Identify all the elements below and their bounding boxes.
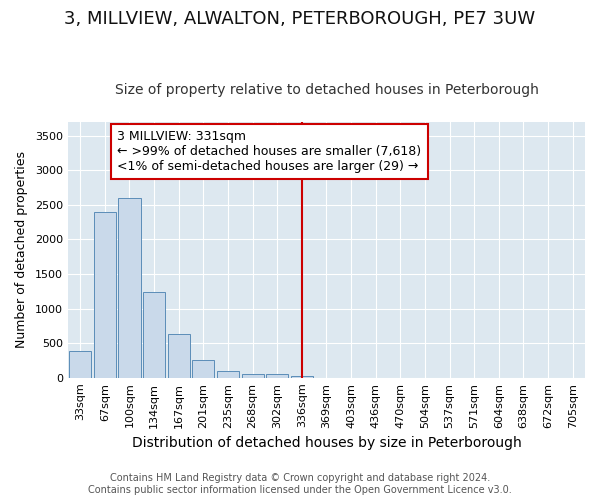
Bar bbox=[94, 212, 116, 378]
Text: 3, MILLVIEW, ALWALTON, PETERBOROUGH, PE7 3UW: 3, MILLVIEW, ALWALTON, PETERBOROUGH, PE7… bbox=[64, 10, 536, 28]
Bar bbox=[69, 351, 91, 378]
Bar bbox=[217, 371, 239, 378]
Bar bbox=[242, 374, 263, 378]
Bar bbox=[192, 360, 214, 378]
X-axis label: Distribution of detached houses by size in Peterborough: Distribution of detached houses by size … bbox=[131, 436, 521, 450]
Bar bbox=[266, 374, 289, 378]
Text: Contains HM Land Registry data © Crown copyright and database right 2024.
Contai: Contains HM Land Registry data © Crown c… bbox=[88, 474, 512, 495]
Bar bbox=[167, 334, 190, 378]
Bar bbox=[291, 376, 313, 378]
Bar bbox=[118, 198, 140, 378]
Bar bbox=[143, 292, 165, 378]
Text: 3 MILLVIEW: 331sqm
← >99% of detached houses are smaller (7,618)
<1% of semi-det: 3 MILLVIEW: 331sqm ← >99% of detached ho… bbox=[117, 130, 421, 173]
Title: Size of property relative to detached houses in Peterborough: Size of property relative to detached ho… bbox=[115, 83, 538, 97]
Y-axis label: Number of detached properties: Number of detached properties bbox=[15, 152, 28, 348]
